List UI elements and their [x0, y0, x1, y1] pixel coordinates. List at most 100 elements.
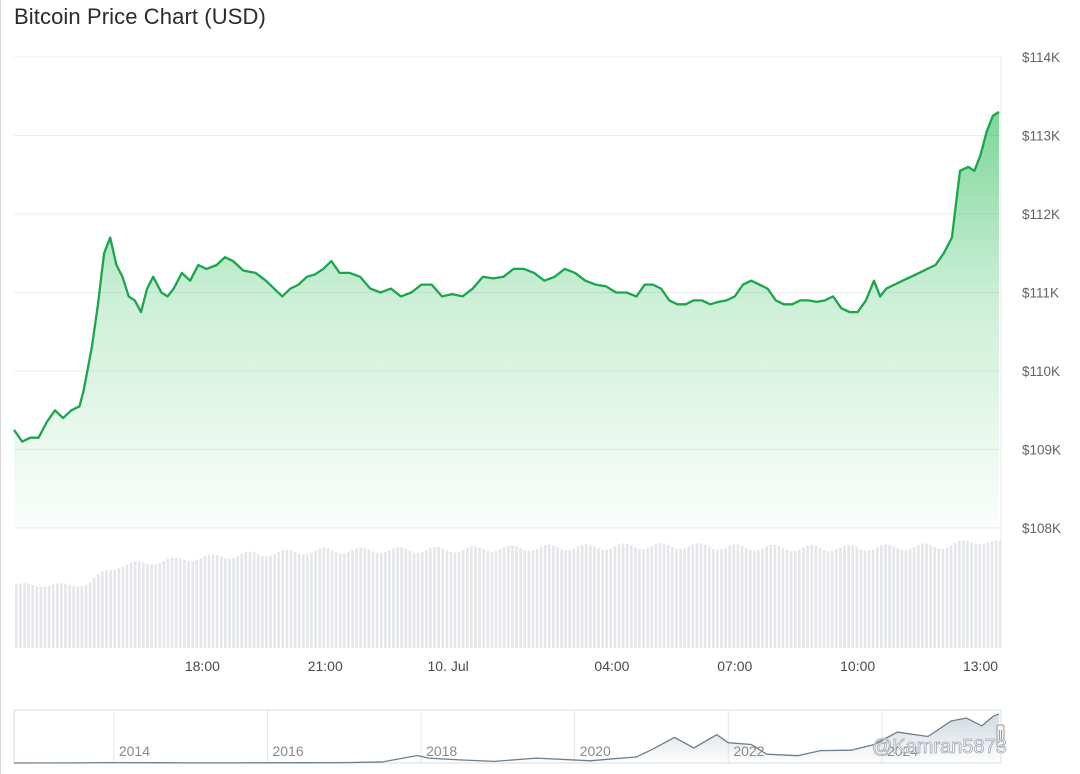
volume-bar — [252, 552, 256, 648]
volume-bar — [605, 549, 608, 648]
volume-bar — [810, 545, 813, 648]
volume-bar — [457, 551, 461, 648]
volume-bar — [47, 585, 51, 648]
volume-bar — [867, 550, 871, 648]
volume-bar — [671, 547, 674, 648]
volume-bar — [183, 559, 186, 648]
navigator-line — [13, 713, 999, 764]
volume-bar — [392, 548, 395, 648]
volume-bar — [224, 558, 227, 648]
volume-bar — [437, 546, 440, 648]
volume-bar — [466, 547, 469, 648]
volume-bar — [498, 549, 502, 648]
volume-bar — [502, 547, 506, 648]
volume-bar — [826, 551, 830, 648]
volume-bar — [199, 558, 203, 648]
volume-bar — [195, 560, 198, 648]
x-tick-label: 10. Jul — [427, 658, 468, 674]
volume-bar — [753, 550, 756, 648]
volume-bar — [531, 550, 535, 648]
navigator-area — [14, 714, 999, 763]
navigator-tick-label: 2014 — [119, 743, 150, 759]
volume-bar — [474, 546, 477, 648]
volume-bar — [138, 561, 141, 648]
volume-bar — [892, 546, 895, 648]
volume-bar — [23, 583, 26, 648]
volume-bar — [515, 546, 518, 648]
volume-bar — [412, 552, 416, 648]
volume-bar — [703, 544, 707, 648]
volume-bar — [211, 554, 215, 648]
volume-bar — [400, 547, 403, 648]
volume-bar — [806, 545, 809, 648]
volume-bar — [408, 551, 412, 648]
volume-bar — [330, 550, 334, 648]
volume-bar — [843, 545, 846, 648]
volume-bar — [72, 586, 75, 648]
navigator-tick-label: 2018 — [426, 743, 457, 759]
volume-bar — [326, 548, 330, 648]
volume-bar — [232, 557, 235, 648]
watermark: @Kamran5873 — [872, 736, 1008, 759]
volume-bars — [15, 540, 1002, 648]
volume-bar — [912, 546, 916, 648]
volume-bar — [236, 555, 239, 648]
volume-bar — [396, 547, 399, 648]
x-tick-label: 18:00 — [185, 658, 220, 674]
volume-bar — [314, 550, 317, 648]
volume-bar — [982, 543, 986, 648]
volume-bar — [306, 554, 309, 648]
navigator-handle[interactable] — [996, 724, 1005, 748]
volume-bar — [486, 551, 490, 648]
volume-bar — [634, 547, 637, 648]
price-line — [13, 110, 1000, 443]
volume-bar — [277, 551, 280, 648]
volume-bar — [19, 583, 22, 648]
volume-bar — [293, 552, 297, 648]
volume-bar — [31, 584, 34, 648]
volume-bar — [847, 544, 850, 648]
volume-bar — [720, 549, 723, 648]
volume-bar — [187, 561, 190, 648]
navigator[interactable]: 201420162018202020222024 — [13, 709, 1005, 764]
x-tick-label: 10:00 — [840, 658, 875, 674]
volume-bar — [584, 543, 588, 648]
volume-bar — [166, 558, 170, 648]
volume-bar — [662, 543, 666, 648]
left-border — [0, 0, 1, 774]
volume-bar — [543, 545, 547, 648]
volume-bar — [15, 584, 18, 648]
volume-bar — [56, 583, 59, 648]
volume-bar — [953, 542, 957, 648]
volume-bar — [962, 540, 965, 648]
volume-bar — [441, 548, 444, 648]
volume-bar — [297, 553, 301, 648]
volume-bar — [285, 549, 289, 648]
volume-bar — [371, 551, 375, 648]
volume-bar — [650, 546, 654, 648]
volume-bar — [994, 540, 998, 648]
volume-bar — [478, 547, 481, 648]
volume-bar — [572, 548, 576, 648]
volume-bar — [851, 545, 854, 648]
volume-bar — [888, 544, 891, 648]
y-tick-label: $110K — [1022, 364, 1060, 379]
volume-bar — [92, 578, 96, 648]
volume-bar — [416, 553, 420, 648]
volume-bar — [203, 556, 207, 648]
volume-bar — [974, 543, 977, 648]
volume-bar — [244, 552, 248, 648]
volume-bar — [519, 548, 522, 648]
volume-bar — [105, 569, 108, 648]
volume-bar — [220, 557, 223, 648]
volume-bar — [863, 550, 867, 648]
volume-bar — [343, 553, 346, 648]
volume-bar — [679, 549, 682, 648]
x-axis: 18:00 21:00 10. Jul 04:00 07:00 10:00 13:00 — [185, 658, 998, 674]
volume-bar — [748, 549, 752, 648]
volume-bar — [695, 543, 699, 648]
volume-bar — [363, 547, 367, 648]
volume-bar — [794, 550, 797, 648]
volume-bar — [433, 546, 436, 648]
volume-bar — [884, 544, 887, 648]
